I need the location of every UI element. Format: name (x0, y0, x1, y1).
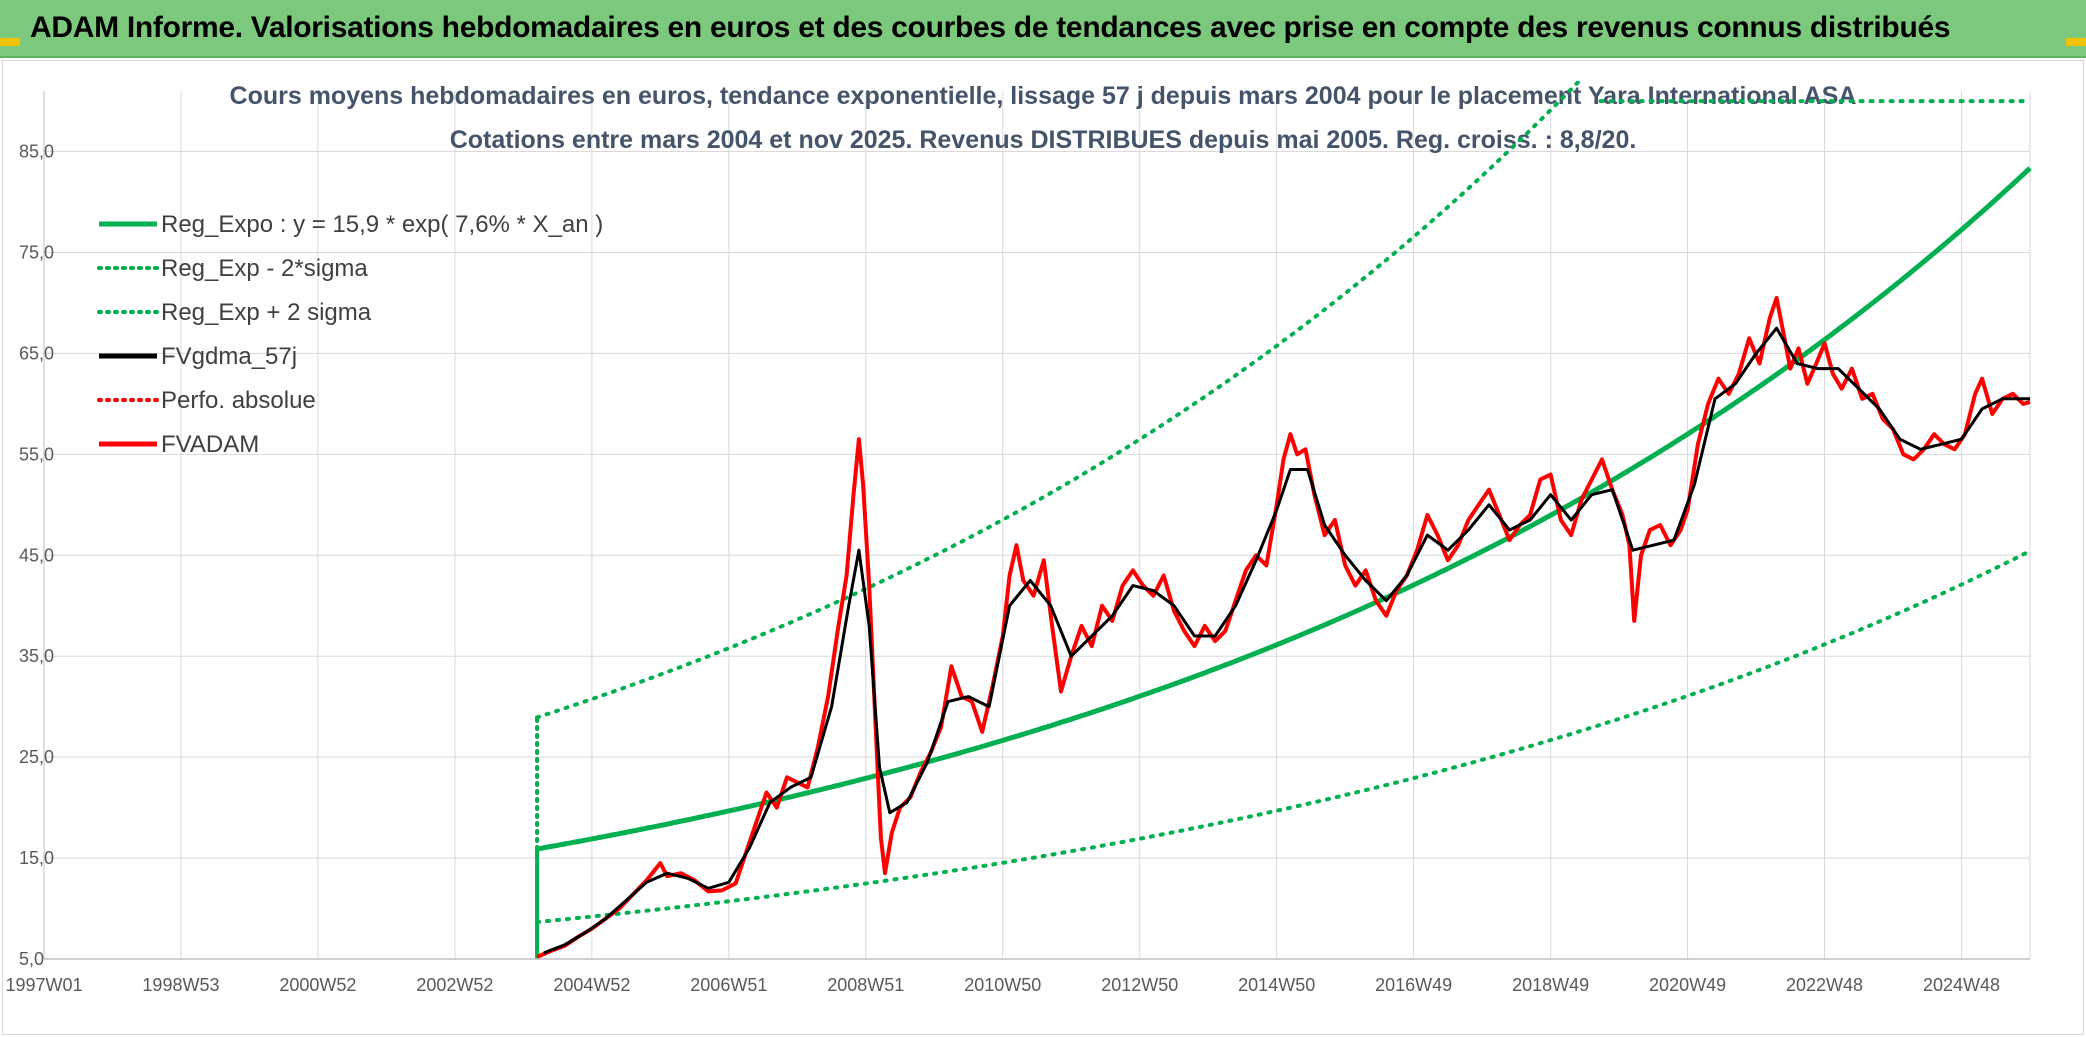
chart-title-line-1: Cours moyens hebdomadaires en euros, ten… (230, 82, 1857, 110)
chart-title: Cours moyens hebdomadaires en euros, ten… (230, 82, 1857, 154)
x-tick-label: 2000W52 (279, 975, 356, 995)
y-tick-label: 55,0 (19, 444, 54, 464)
legend-label: Perfo. absolue (161, 387, 316, 414)
x-tick-label: 2002W52 (416, 975, 493, 995)
series-fvgdma-57j-overlay (543, 326, 2030, 955)
y-tick-label: 15,0 (19, 848, 54, 868)
y-tick-label: 45,0 (19, 545, 54, 565)
legend-label: FVgdma_57j (161, 343, 297, 370)
x-tick-label: 2020W49 (1649, 975, 1726, 995)
y-tick-label: 35,0 (19, 646, 54, 666)
legend-label: Reg_Exp + 2 sigma (161, 299, 372, 326)
x-tick-label: 1997W01 (5, 975, 82, 995)
x-tick-label: 2018W49 (1512, 975, 1589, 995)
legend-label: Reg_Expo : y = 15,9 * exp( 7,6% * X_an ) (161, 211, 603, 238)
x-tick-label: 2004W52 (553, 975, 630, 995)
x-tick-label: 2016W49 (1375, 975, 1452, 995)
x-tick-label: 2024W48 (1923, 975, 2000, 995)
x-tick-label: 2014W50 (1238, 975, 1315, 995)
series-reg-exp-plus-2-sigma (535, 81, 1582, 720)
y-tick-label: 25,0 (19, 747, 54, 767)
y-tick-label: 5,0 (19, 949, 44, 969)
x-tick-label: 2022W48 (1786, 975, 1863, 995)
x-tick-label: 2006W51 (690, 975, 767, 995)
y-tick-label: 85,0 (19, 142, 54, 162)
chart-frame: Cours moyens hebdomadaires en euros, ten… (2, 60, 2084, 1035)
chart-series (535, 81, 2032, 959)
x-tick-label: 1998W53 (142, 975, 219, 995)
banner-corner-right (2066, 38, 2086, 46)
report-banner-title: ADAM Informe. Valorisations hebdomadaire… (30, 11, 1951, 44)
x-tick-label: 2010W50 (964, 975, 1041, 995)
series-fvadam (536, 295, 2031, 959)
series-reg-expo (536, 166, 2032, 852)
legend-label: FVADAM (161, 431, 259, 458)
chart-axes: 5,0 15,0 25,0 35,0 45,0 55,0 65,0 75,0 85,0 1997W… (5, 91, 2030, 995)
legend-label: Reg_Exp - 2*sigma (161, 255, 368, 282)
banner-corner-left (0, 38, 20, 46)
y-tick-label: 65,0 (19, 343, 54, 363)
y-tick-label: 75,0 (19, 242, 54, 262)
chart-legend: Reg_Expo : y = 15,9 * exp( 7,6% * X_an )… (97, 211, 603, 458)
chart-plot: Cours moyens hebdomadaires en euros, ten… (5, 81, 2032, 995)
report-banner: ADAM Informe. Valorisations hebdomadaire… (0, 0, 2086, 58)
x-tick-label: 2008W51 (827, 975, 904, 995)
x-tick-label: 2012W50 (1101, 975, 1178, 995)
series-reg-exp-minus-2-sigma (535, 548, 2032, 924)
chart-grid (43, 91, 2031, 960)
chart-title-line-2: Cotations entre mars 2004 et nov 2025. R… (450, 126, 1637, 154)
